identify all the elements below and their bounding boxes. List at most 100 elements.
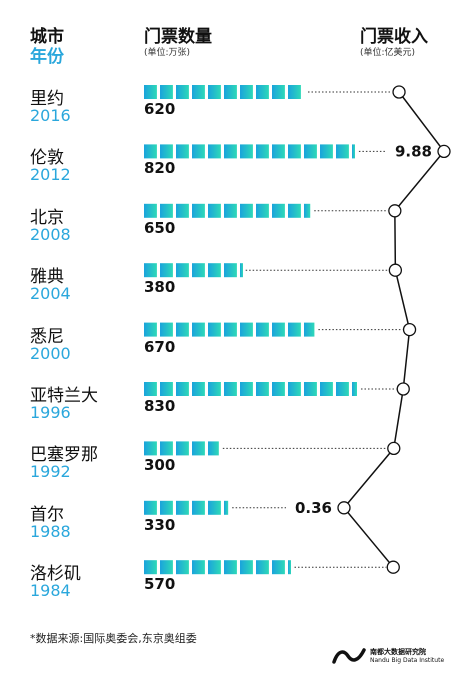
revenue-point bbox=[392, 85, 406, 99]
revenue-point bbox=[402, 322, 417, 337]
ticket-bar-segment bbox=[320, 144, 333, 159]
ticket-bar-segment bbox=[160, 382, 173, 396]
ticket-bar-segment bbox=[224, 500, 229, 515]
ticket-bar-segment bbox=[160, 500, 173, 515]
revenue-point bbox=[437, 144, 451, 159]
ticket-bar-segment bbox=[144, 144, 157, 159]
ticket-bar-segment bbox=[288, 382, 301, 396]
year-label: 1984 bbox=[30, 581, 71, 601]
year-label: 2012 bbox=[30, 165, 71, 185]
revenue-point bbox=[386, 560, 400, 574]
ticket-bar-segment bbox=[160, 263, 173, 278]
ticket-bar-segment bbox=[272, 382, 285, 396]
ticket-bar-segment bbox=[176, 560, 189, 575]
ticket-bar-segment bbox=[256, 144, 269, 159]
ticket-bar-segment bbox=[160, 560, 173, 575]
ticket-bar bbox=[144, 144, 355, 159]
ticket-bar-segment bbox=[304, 203, 311, 218]
year-header: 年份 bbox=[30, 47, 64, 67]
ticket-bar-segment bbox=[304, 322, 315, 337]
ticket-bar-segment bbox=[288, 85, 301, 99]
ticket-bar-segment bbox=[208, 382, 221, 396]
ticket-bar-segment bbox=[272, 560, 285, 575]
city-label: 巴塞罗那 bbox=[30, 445, 98, 466]
logo-line-1: 南都大数据研究院 bbox=[370, 648, 426, 656]
ticket-bar-segment bbox=[224, 144, 237, 159]
ticket-bar bbox=[144, 263, 243, 278]
city-label: 洛杉矶 bbox=[30, 564, 81, 585]
year-label: 2008 bbox=[30, 224, 71, 244]
city-label: 亚特兰大 bbox=[30, 386, 98, 406]
ticket-bar-segment bbox=[192, 203, 205, 218]
ticket-bar-segment bbox=[192, 560, 205, 575]
logo-line-2: Nandu Big Data Institute bbox=[370, 657, 445, 664]
ticket-bar-segment bbox=[336, 144, 349, 159]
revenue-point bbox=[396, 382, 410, 396]
ticket-bar-segment bbox=[256, 203, 269, 218]
ticket-bar-segment bbox=[288, 203, 301, 218]
ticket-bar-segment bbox=[208, 263, 221, 278]
ticket-bar-segment bbox=[144, 263, 157, 278]
tickets-value-label: 570 bbox=[144, 575, 176, 594]
ticket-bar-segment bbox=[192, 263, 205, 278]
ticket-bar-segment bbox=[256, 85, 269, 99]
logo-mark-icon bbox=[332, 647, 366, 664]
ticket-bar-segment bbox=[160, 441, 173, 456]
ticket-bar-segment bbox=[272, 322, 285, 337]
ticket-bar-segment bbox=[240, 263, 243, 278]
year-label: 1996 bbox=[30, 403, 71, 422]
ticket-bar-segment bbox=[176, 441, 189, 456]
ticket-bar-segment bbox=[176, 500, 189, 515]
revenue-annotation: 9.88 bbox=[395, 142, 432, 160]
revenue-point bbox=[337, 501, 351, 515]
ticket-bar-segment bbox=[144, 560, 157, 575]
ticket-bar-segment bbox=[272, 144, 285, 159]
tickets-header: 门票数量 bbox=[144, 27, 212, 47]
ticket-bar-segment bbox=[160, 85, 173, 99]
tickets-unit: (单位:万张) bbox=[144, 48, 191, 58]
ticket-bar-segment bbox=[144, 382, 157, 396]
ticket-bar bbox=[144, 500, 229, 515]
ticket-bar-segment bbox=[176, 85, 189, 99]
ticket-bar-segment bbox=[240, 85, 253, 99]
year-label: 2000 bbox=[30, 343, 71, 363]
tickets-value-label: 830 bbox=[144, 397, 176, 415]
tickets-value-label: 650 bbox=[144, 218, 176, 237]
ticket-bar-segment bbox=[304, 382, 317, 396]
ticket-bar-segment bbox=[336, 382, 349, 396]
city-label: 伦敦 bbox=[30, 148, 64, 169]
ticket-bar-segment bbox=[144, 500, 157, 515]
ticket-bar-segment bbox=[272, 85, 285, 99]
ticket-bar-segment bbox=[352, 144, 355, 159]
ticket-bar-segment bbox=[288, 560, 291, 575]
ticket-bar-segment bbox=[160, 144, 173, 159]
ticket-bar-segment bbox=[144, 322, 157, 337]
ticket-bar-segment bbox=[208, 144, 221, 159]
revenue-point bbox=[387, 441, 401, 456]
ticket-bar-segment bbox=[272, 203, 285, 218]
ticket-bar-segment bbox=[176, 322, 189, 337]
revenue-point bbox=[388, 204, 402, 218]
tickets-value-label: 380 bbox=[144, 278, 176, 297]
year-label: 1992 bbox=[30, 462, 71, 482]
city-label: 雅典 bbox=[30, 267, 64, 288]
revenue-unit: (单位:亿美元) bbox=[360, 48, 416, 58]
revenue-annotation: 0.36 bbox=[295, 499, 332, 517]
ticket-bar-segment bbox=[160, 322, 173, 337]
footnote: *数据来源:国际奥委会,东京奥组委 bbox=[30, 632, 197, 645]
city-label: 悉尼 bbox=[30, 326, 64, 347]
city-label: 首尔 bbox=[30, 504, 64, 525]
ticket-bar-segment bbox=[176, 203, 189, 218]
ticket-bar-segment bbox=[240, 144, 253, 159]
ticket-bar-segment bbox=[208, 322, 221, 337]
ticket-bar-segment bbox=[192, 144, 205, 159]
tickets-value-label: 670 bbox=[144, 337, 176, 356]
ticket-bar-segment bbox=[192, 382, 205, 396]
ticket-bar-segment bbox=[160, 203, 173, 218]
ticket-bar-segment bbox=[144, 441, 157, 456]
ticket-bar-segment bbox=[256, 382, 269, 396]
ticket-bar bbox=[144, 560, 291, 575]
ticket-bar-segment bbox=[192, 85, 205, 99]
ticket-bar-segment bbox=[240, 560, 253, 575]
ticket-bar-segment bbox=[256, 322, 269, 337]
